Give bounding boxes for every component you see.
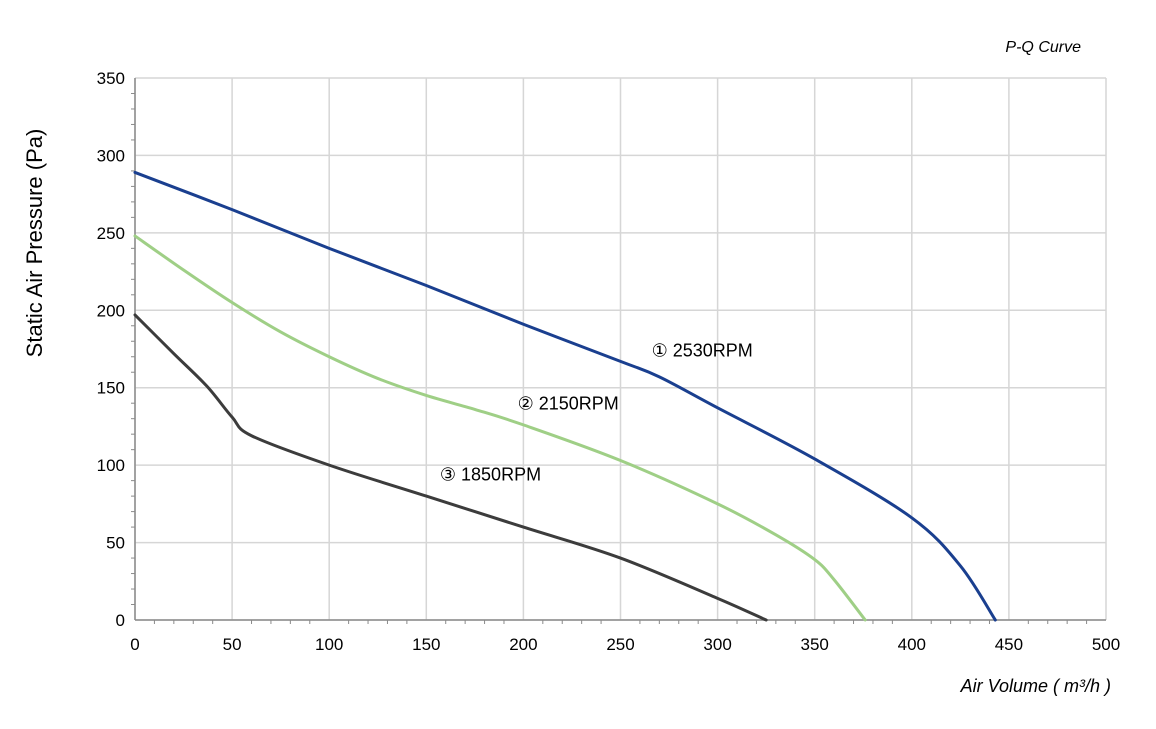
- y-tick-label: 200: [97, 301, 125, 320]
- chart-title: P-Q Curve: [1005, 39, 1081, 56]
- y-tick-label: 250: [97, 224, 125, 243]
- x-tick-label: 0: [130, 635, 139, 654]
- x-tick-label: 400: [898, 635, 926, 654]
- series-annotation-1: ① 2530RPM: [652, 341, 753, 361]
- series-layer: [133, 170, 997, 622]
- x-tick-label: 250: [606, 635, 634, 654]
- x-tick-label: 300: [703, 635, 731, 654]
- x-tick-label: 500: [1092, 635, 1120, 654]
- major-grid: [134, 77, 1107, 621]
- series-annotation-3: ③ 1850RPM: [440, 465, 541, 485]
- y-tick-label: 0: [116, 611, 125, 630]
- y-axis-title: Static Air Pressure (Pa): [22, 129, 47, 358]
- x-axis-title: Air Volume ( m³/h ): [960, 676, 1111, 696]
- x-tick-label: 450: [995, 635, 1023, 654]
- series-line-3: [133, 313, 768, 622]
- tick-labels: 0 50 100 150 200 250 300 350 400 450 500 0 50 100 150 2…: [97, 69, 1121, 654]
- axes: [131, 78, 1106, 624]
- x-tick-label: 100: [315, 635, 343, 654]
- series-annotations: ① 2530RPM ② 2150RPM ③ 1850RPM: [440, 341, 753, 485]
- y-tick-label: 350: [97, 69, 125, 88]
- series-line-1: [133, 170, 997, 622]
- y-tick-label: 150: [97, 379, 125, 398]
- x-tick-label: 50: [223, 635, 242, 654]
- series-annotation-2: ② 2150RPM: [518, 393, 619, 413]
- x-tick-label: 200: [509, 635, 537, 654]
- y-tick-label: 50: [106, 534, 125, 553]
- series-line-2: [133, 234, 867, 622]
- x-tick-label: 150: [412, 635, 440, 654]
- y-tick-label: 100: [97, 456, 125, 475]
- x-tick-label: 350: [801, 635, 829, 654]
- y-tick-label: 300: [97, 146, 125, 165]
